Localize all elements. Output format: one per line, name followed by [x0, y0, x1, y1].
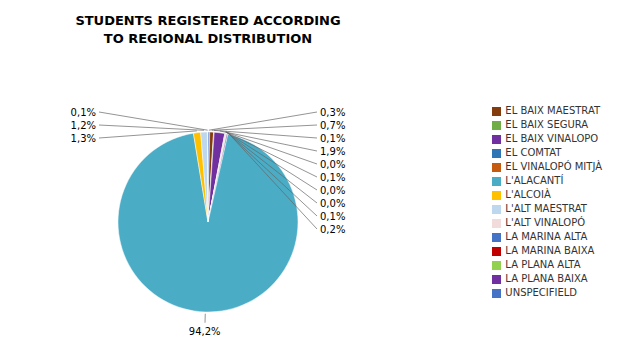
svg-text:0,0%: 0,0%: [320, 198, 345, 209]
svg-text:0,3%: 0,3%: [320, 107, 345, 118]
svg-text:1,2%: 1,2%: [71, 120, 96, 131]
svg-text:0,1%: 0,1%: [320, 133, 345, 144]
svg-text:0,1%: 0,1%: [320, 172, 345, 183]
html-text:LA PLANA BAIXA: LA PLANA BAIXA: [505, 273, 588, 284]
svg-text:0,7%: 0,7%: [320, 120, 345, 131]
svg-text:0,2%: 0,2%: [320, 224, 345, 235]
svg-text:0,0%: 0,0%: [320, 185, 345, 196]
html-text:L'ALACANTÍ: L'ALACANTÍ: [505, 175, 564, 186]
svg-text:1,9%: 1,9%: [320, 146, 345, 157]
svg-text:0,1%: 0,1%: [71, 107, 96, 118]
html-text:LA MARINA BAIXA: LA MARINA BAIXA: [505, 245, 595, 256]
html-text:EL BAIX VINALOPO: EL BAIX VINALOPO: [505, 133, 599, 144]
html-text:TO REGIONAL DISTRIBUTION: TO REGIONAL DISTRIBUTION: [103, 31, 313, 46]
html-text:STUDENTS REGISTERED ACCORDING: STUDENTS REGISTERED ACCORDING: [75, 13, 341, 28]
html-text:L'ALT MAESTRAT: L'ALT MAESTRAT: [505, 203, 587, 214]
html-text:EL COMTAT: EL COMTAT: [505, 147, 562, 158]
html-text:EL BAIX SEGURA: EL BAIX SEGURA: [505, 119, 589, 130]
html-text:LA MARINA ALTA: LA MARINA ALTA: [505, 231, 588, 242]
html-text:LA PLANA ALTA: LA PLANA ALTA: [505, 259, 581, 270]
svg-text:0,0%: 0,0%: [320, 159, 345, 170]
svg-text:1,3%: 1,3%: [71, 133, 96, 144]
html-text:EL VINALOPÓ MITJÀ: EL VINALOPÓ MITJÀ: [505, 161, 602, 172]
html-text:L'ALCOIÀ: L'ALCOIÀ: [505, 189, 551, 200]
svg-text:0,1%: 0,1%: [320, 211, 345, 222]
html-text:EL BAIX MAESTRAT: EL BAIX MAESTRAT: [505, 105, 601, 116]
html-text:L'ALT VINALOPÓ: L'ALT VINALOPÓ: [505, 217, 586, 228]
svg-text:94,2%: 94,2%: [189, 326, 221, 337]
html-text:UNSPECIFIELD: UNSPECIFIELD: [505, 287, 578, 298]
